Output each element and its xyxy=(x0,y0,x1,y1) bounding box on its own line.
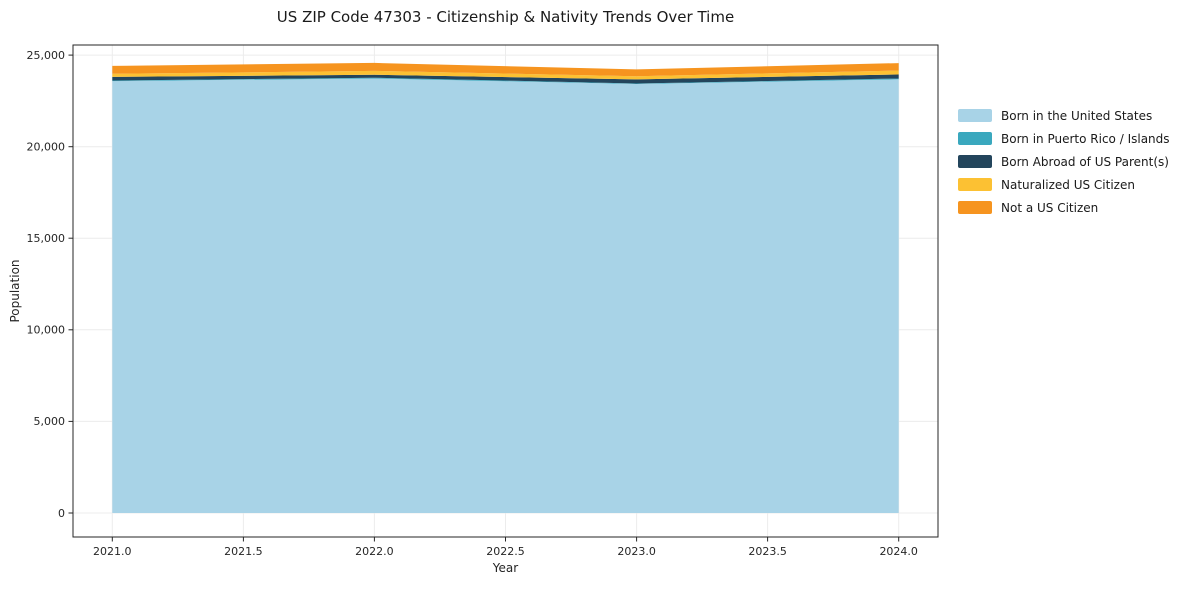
x-tick-label: 2023.0 xyxy=(617,545,656,558)
x-tick-label: 2021.0 xyxy=(93,545,132,558)
y-tick-label: 20,000 xyxy=(27,141,66,154)
legend-label: Naturalized US Citizen xyxy=(1001,177,1135,192)
x-tick-label: 2022.0 xyxy=(355,545,394,558)
y-tick-label: 15,000 xyxy=(27,232,66,245)
legend-label: Born in Puerto Rico / Islands xyxy=(1001,131,1170,146)
legend-item: Born Abroad of US Parent(s) xyxy=(958,150,1170,173)
y-axis-label: Population xyxy=(8,259,22,323)
legend-item: Born in the United States xyxy=(958,104,1170,127)
axis-tick-labels: 2021.0 2021.5 2022.0 2022.5 2023.0 2023.5 2024… xyxy=(27,49,918,558)
x-tick-label: 2023.5 xyxy=(748,545,787,558)
x-tick-label: 2022.5 xyxy=(486,545,525,558)
legend-item: Naturalized US Citizen xyxy=(958,173,1170,196)
x-tick-label: 2021.5 xyxy=(224,545,263,558)
area-series xyxy=(112,70,899,80)
area-series xyxy=(112,62,899,77)
y-tick-label: 5,000 xyxy=(34,415,66,428)
legend-label: Born Abroad of US Parent(s) xyxy=(1001,154,1169,169)
legend-label: Born in the United States xyxy=(1001,108,1153,123)
plot-canvas: 2021.0 2021.5 2022.0 2022.5 2023.0 2023.5 2024… xyxy=(27,44,939,558)
legend-swatch xyxy=(958,178,992,191)
legend-item: Born in Puerto Rico / Islands xyxy=(958,127,1170,150)
chart-title: US ZIP Code 47303 - Citizenship & Nativi… xyxy=(276,8,735,26)
legend-swatch xyxy=(958,132,992,145)
legend-swatch xyxy=(958,201,992,214)
legend-label: Not a US Citizen xyxy=(1001,200,1099,215)
x-axis-label: Year xyxy=(492,561,519,575)
area-series xyxy=(112,77,899,84)
legend-swatch xyxy=(958,109,992,122)
x-tick-label: 2024.0 xyxy=(879,545,918,558)
axis-ticks xyxy=(68,54,900,542)
y-tick-label: 25,000 xyxy=(27,49,66,62)
legend-swatch xyxy=(958,155,992,168)
legend: Born in the United States Born in Puerto … xyxy=(958,104,1170,219)
stacked-areas xyxy=(112,62,899,513)
legend-item: Not a US Citizen xyxy=(958,196,1170,219)
y-tick-label: 0 xyxy=(58,507,65,520)
area-series xyxy=(112,78,899,513)
y-tick-label: 10,000 xyxy=(27,324,66,337)
area-series xyxy=(112,74,899,84)
